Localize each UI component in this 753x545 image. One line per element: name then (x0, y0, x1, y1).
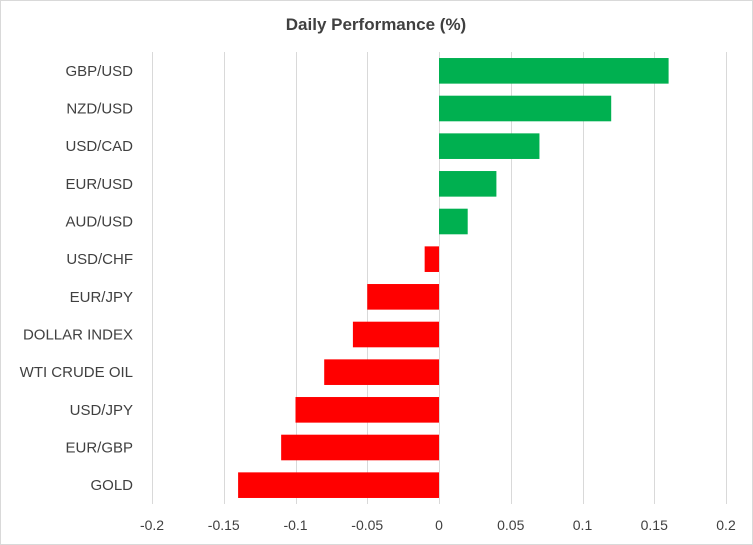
category-label: USD/JPY (70, 402, 133, 419)
category-label: DOLLAR INDEX (23, 327, 133, 344)
bar (439, 208, 468, 235)
bar (439, 171, 497, 197)
bar (439, 58, 669, 84)
category-label: EUR/USD (65, 176, 133, 193)
x-tick-label: 0.15 (641, 517, 668, 533)
category-label: EUR/GBP (65, 440, 133, 457)
x-tick-label: -0.05 (351, 517, 383, 533)
x-tick-label: 0 (435, 517, 443, 533)
category-label: WTI CRUDE OIL (20, 364, 133, 381)
category-label: USD/CHF (66, 251, 133, 268)
bar (439, 133, 540, 159)
chart-title: Daily Performance (%) (286, 15, 466, 34)
x-tick-label: -0.15 (208, 517, 240, 533)
bar (352, 321, 439, 348)
x-tick-label: 0.1 (573, 517, 593, 533)
bar (424, 246, 439, 272)
category-label: USD/CAD (65, 138, 133, 155)
category-label: NZD/USD (66, 101, 133, 118)
category-label: GOLD (90, 477, 133, 494)
x-tick-label: 0.05 (497, 517, 524, 533)
category-label: EUR/JPY (70, 289, 133, 306)
bar (238, 472, 439, 498)
bar (324, 359, 439, 385)
bar (295, 397, 439, 423)
category-label: GBP/USD (65, 63, 133, 80)
bar (367, 284, 439, 310)
x-tick-label: -0.1 (283, 517, 307, 533)
category-label: AUD/USD (65, 214, 133, 231)
bar (439, 95, 612, 122)
x-tick-label: 0.2 (716, 517, 736, 533)
x-tick-label: -0.2 (140, 517, 164, 533)
bar (281, 434, 439, 461)
